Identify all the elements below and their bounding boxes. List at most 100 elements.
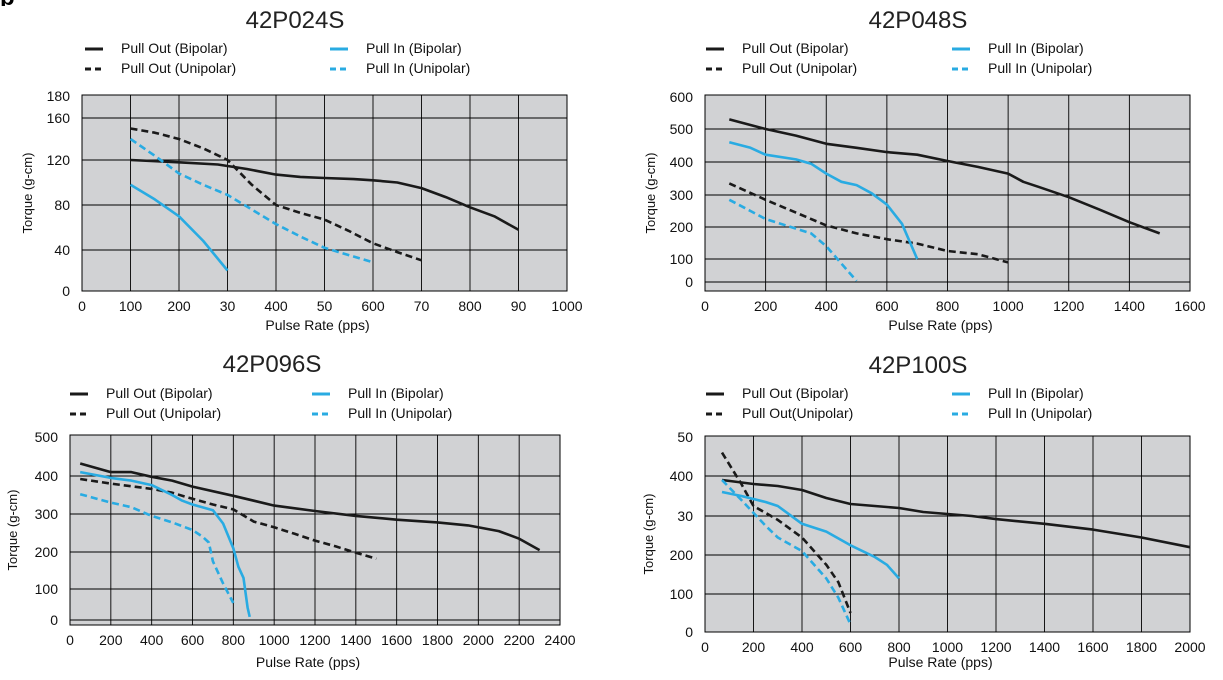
chart-title: 42P100S bbox=[869, 352, 968, 379]
x-tick-label: 200 bbox=[99, 632, 123, 648]
legend-label: Pull Out(Unipolar) bbox=[742, 405, 853, 421]
x-tick-label: 2000 bbox=[463, 632, 494, 648]
y-tick-label: 120 bbox=[47, 152, 71, 168]
chart-title: 42P024S bbox=[246, 7, 345, 34]
x-tick-label: 400 bbox=[264, 298, 288, 314]
legend-item: Pull Out(Unipolar) bbox=[706, 405, 853, 421]
y-tick-label: 80 bbox=[54, 197, 70, 213]
x-tick-label: 800 bbox=[222, 632, 246, 648]
x-tick-label: 1800 bbox=[422, 632, 453, 648]
x-tick-label: 1000 bbox=[259, 632, 290, 648]
series-line-pull-out-bipolar bbox=[130, 158, 520, 231]
y-tick-label: 180 bbox=[47, 88, 71, 104]
legend-label: Pull Out (Bipolar) bbox=[121, 40, 228, 56]
x-tick-label: 400 bbox=[790, 639, 814, 655]
y-axis-label: Torque (g-cm) bbox=[643, 153, 658, 234]
legend-label: Pull In (Unipolar) bbox=[988, 405, 1092, 421]
x-tick-label: 2200 bbox=[504, 632, 535, 648]
y-tick-label: 500 bbox=[670, 121, 694, 137]
series-line-pull-in-bipolar bbox=[728, 140, 919, 260]
legend-label: Pull In (Bipolar) bbox=[988, 385, 1084, 401]
x-tick-label: 70 bbox=[414, 298, 430, 314]
y-tick-label: 160 bbox=[47, 110, 71, 126]
y-tick-label: 100 bbox=[670, 586, 694, 602]
x-tick-label: 1400 bbox=[1114, 298, 1145, 314]
y-tick-label: 30 bbox=[677, 508, 693, 524]
x-tick-label: 200 bbox=[754, 298, 778, 314]
legend-label: Pull Out (Bipolar) bbox=[742, 385, 849, 401]
x-tick-label: 2000 bbox=[1174, 639, 1205, 655]
x-tick-label: 600 bbox=[839, 639, 863, 655]
x-tick-label: 400 bbox=[140, 632, 164, 648]
legend-label: Pull In (Unipolar) bbox=[988, 60, 1092, 76]
y-tick-label: 500 bbox=[35, 429, 59, 445]
legend-label: Pull In (Unipolar) bbox=[366, 60, 470, 76]
legend-item: Pull In (Unipolar) bbox=[330, 60, 470, 76]
legend-label: Pull In (Unipolar) bbox=[348, 405, 452, 421]
x-tick-label: 400 bbox=[815, 298, 839, 314]
legend-item: Pull Out (Unipolar) bbox=[706, 60, 857, 76]
x-tick-label: 600 bbox=[875, 298, 899, 314]
y-tick-label: 400 bbox=[670, 468, 694, 484]
chart-42p100s: 42P100S Pull Out (Bipolar) Pull In (Bipola… bbox=[641, 352, 1206, 670]
x-tick-label: 1000 bbox=[932, 639, 963, 655]
x-tick-label: 600 bbox=[361, 298, 385, 314]
chart-42p096s: 42P096S Pull Out (Bipolar) Pull In (Bipola… bbox=[5, 351, 576, 670]
x-tick-label: 800 bbox=[936, 298, 960, 314]
legend-label: Pull Out (Unipolar) bbox=[742, 60, 857, 76]
x-tick-label: 1000 bbox=[551, 298, 582, 314]
x-tick-label: 1800 bbox=[1126, 639, 1157, 655]
x-tick-label: 1400 bbox=[340, 632, 371, 648]
legend-item: Pull In (Unipolar) bbox=[312, 405, 452, 421]
chart-title: 42P048S bbox=[869, 7, 968, 34]
series-line-pull-out-unipolar bbox=[80, 477, 377, 560]
x-axis-label: Pulse Rate (pps) bbox=[265, 317, 369, 333]
x-tick-label: 90 bbox=[511, 298, 527, 314]
series-line-pull-in-bipolar bbox=[129, 183, 229, 272]
x-tick-label: 0 bbox=[701, 298, 709, 314]
legend-item: Pull In (Bipolar) bbox=[952, 385, 1084, 401]
legend-item: Pull Out (Bipolar) bbox=[85, 40, 228, 56]
legend-item: Pull In (Bipolar) bbox=[312, 385, 444, 401]
y-tick-label: 100 bbox=[670, 251, 694, 267]
legend-item: Pull In (Unipolar) bbox=[952, 60, 1092, 76]
series-line-pull-in-unipolar bbox=[728, 198, 858, 282]
legend-label: Pull In (Bipolar) bbox=[348, 385, 444, 401]
y-tick-label: 200 bbox=[670, 547, 694, 563]
x-tick-label: 30 bbox=[220, 298, 236, 314]
y-tick-label: 300 bbox=[35, 506, 59, 522]
y-tick-label: 200 bbox=[670, 219, 694, 235]
y-tick-label: 0 bbox=[50, 612, 58, 628]
x-tick-label: 1400 bbox=[1029, 639, 1060, 655]
series-line-pull-out-bipolar bbox=[721, 478, 1191, 549]
x-tick-label: 0 bbox=[701, 639, 709, 655]
chart-42p048s: 42P048S Pull Out (Bipolar) Pull In (Bipola… bbox=[643, 7, 1206, 333]
series-line-pull-out-unipolar bbox=[720, 451, 852, 614]
x-axis-label: Pulse Rate (pps) bbox=[256, 654, 360, 670]
x-tick-label: 1600 bbox=[1174, 298, 1205, 314]
y-tick-label: 200 bbox=[35, 544, 59, 560]
x-tick-label: 600 bbox=[181, 632, 205, 648]
x-tick-label: 1200 bbox=[1053, 298, 1084, 314]
y-tick-label: 0 bbox=[62, 283, 70, 299]
chart-42p024s: 42P024S Pull Out (Bipolar) Pull In (Bipola… bbox=[20, 7, 583, 333]
legend-item: Pull In (Bipolar) bbox=[952, 40, 1084, 56]
series-line-pull-out-bipolar bbox=[79, 462, 541, 552]
y-tick-label: 100 bbox=[35, 581, 59, 597]
series-line-pull-in-bipolar bbox=[721, 490, 900, 580]
y-axis-label: Torque (g-cm) bbox=[641, 494, 656, 575]
series-line-pull-out-unipolar bbox=[130, 127, 422, 262]
legend-label: Pull Out (Bipolar) bbox=[106, 385, 213, 401]
x-tick-label: 200 bbox=[742, 639, 766, 655]
y-axis-label: Torque (g-cm) bbox=[5, 490, 20, 571]
series-line-pull-in-unipolar bbox=[79, 492, 235, 604]
legend-label: Pull Out (Bipolar) bbox=[742, 40, 849, 56]
legend-item: Pull In (Unipolar) bbox=[952, 405, 1092, 421]
legend-item: Pull Out (Unipolar) bbox=[85, 60, 236, 76]
legend-label: Pull Out (Unipolar) bbox=[121, 60, 236, 76]
x-tick-label: 1600 bbox=[1077, 639, 1108, 655]
legend-item: Pull In (Bipolar) bbox=[330, 40, 462, 56]
x-tick-label: 1200 bbox=[980, 639, 1011, 655]
legend-item: Pull Out (Bipolar) bbox=[70, 385, 213, 401]
